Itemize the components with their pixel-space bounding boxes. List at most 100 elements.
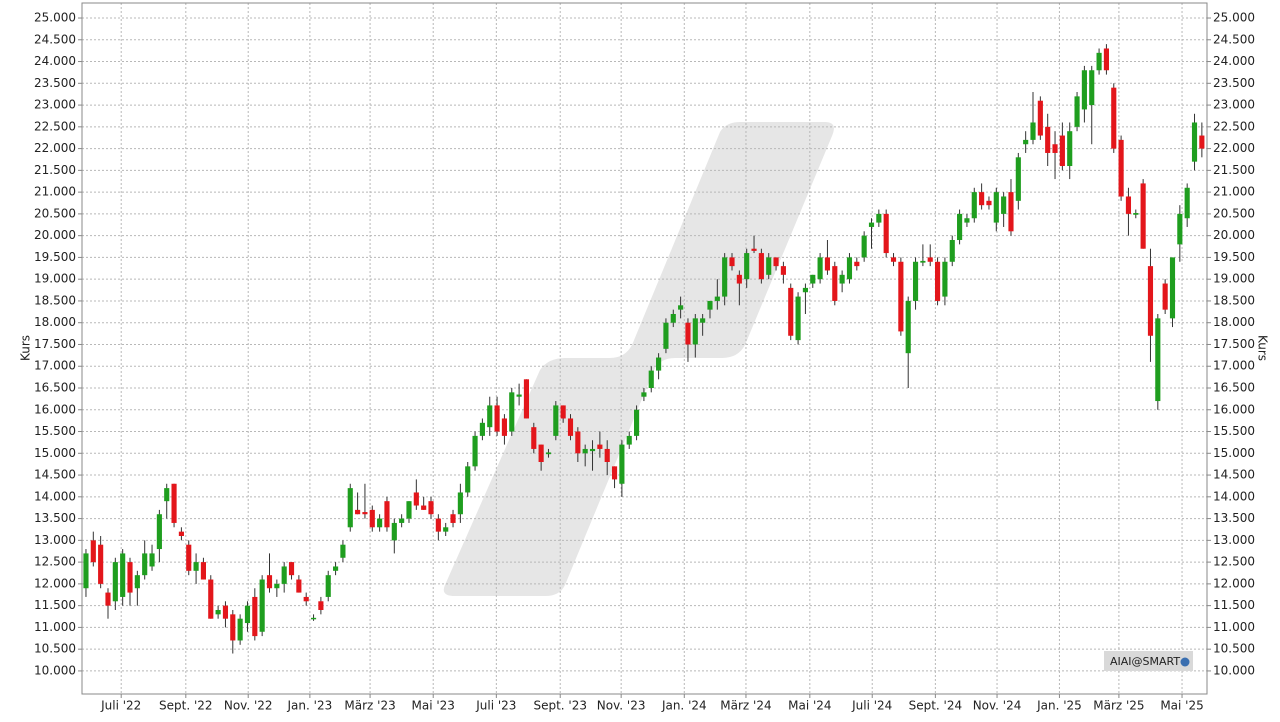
candle-body (435, 518, 441, 532)
candle-body (428, 501, 434, 515)
y-tick-label: 16.500 (34, 381, 76, 395)
candle-body (421, 505, 427, 510)
y2-tick-label: 24.500 (1213, 32, 1255, 46)
candle-body (1191, 122, 1198, 162)
plot-frame (81, 2, 1208, 695)
candle-body (949, 240, 955, 262)
x-tick-label: Jan. '23 (287, 699, 333, 713)
candle-body (83, 553, 89, 589)
candle-body (898, 261, 904, 332)
candle-body (1199, 135, 1205, 149)
candle-body (1177, 213, 1183, 245)
x-tick-label: Sept. '23 (533, 699, 587, 713)
watermark-icon (1180, 657, 1190, 667)
candle-body (1045, 126, 1051, 153)
candle-body (744, 253, 750, 280)
candle-body (942, 261, 948, 297)
y2-tick-label: 18.000 (1213, 315, 1255, 329)
candle-body (413, 492, 419, 506)
candle-body (120, 553, 126, 597)
candle-body (663, 322, 669, 349)
x-tick-label: Juli '23 (475, 699, 516, 713)
candle-body (193, 562, 199, 571)
y2-tick-label: 14.000 (1213, 489, 1255, 503)
candle-body (604, 448, 610, 462)
candle-body (1147, 266, 1154, 336)
candle-body (303, 596, 309, 602)
axes: 10.000 10.000 10.500 10.500 11.000 11.000 11.5… (34, 11, 1255, 713)
candle-body (377, 518, 383, 528)
candle-body (839, 274, 845, 284)
candle-body (582, 448, 588, 454)
candle-body (802, 287, 808, 293)
y2-tick-label: 22.000 (1213, 141, 1255, 155)
candle-body (1125, 196, 1132, 214)
candle-body (333, 566, 339, 571)
candle-body (516, 394, 522, 397)
x-tick-label: Nov. '24 (973, 699, 1022, 713)
candle-body (156, 514, 162, 550)
candle-body (846, 257, 853, 280)
candle-body (531, 427, 537, 449)
candle-body (186, 544, 192, 571)
y-tick-label: 13.500 (34, 511, 76, 525)
candle-body (252, 596, 258, 637)
y2-tick-label: 13.500 (1213, 511, 1255, 525)
candle-body (876, 213, 882, 223)
y-tick-label: 13.000 (34, 533, 76, 547)
y2-tick-label: 12.000 (1213, 576, 1255, 590)
candle-body (479, 422, 485, 436)
candle-body (1059, 135, 1065, 167)
y2-tick-label: 16.500 (1213, 381, 1255, 395)
candle-body (90, 540, 96, 563)
candle-body (707, 300, 713, 310)
candle-body (325, 575, 331, 597)
candle-body (112, 562, 118, 602)
y-tick-label: 15.000 (34, 446, 76, 460)
y-tick-label: 24.000 (34, 54, 76, 68)
candle-body (714, 296, 720, 301)
candle-body (222, 605, 229, 619)
x-tick-label: Sept. '24 (909, 699, 963, 713)
candle-body (890, 257, 897, 262)
y2-tick-label: 25.000 (1213, 11, 1255, 25)
x-tick-label: Nov. '22 (224, 699, 273, 713)
candle-body (545, 452, 552, 455)
candle-body (575, 431, 581, 454)
y2-tick-label: 10.000 (1213, 663, 1255, 677)
y2-tick-label: 21.000 (1213, 185, 1255, 199)
y-axis-title: Kurs (19, 335, 33, 361)
y2-tick-label: 21.500 (1213, 163, 1255, 177)
candle-body (854, 261, 860, 267)
candle-body (971, 192, 977, 219)
candle-body (369, 509, 375, 528)
candle-body (1111, 87, 1117, 149)
candle-body (692, 318, 698, 345)
candle-body (935, 261, 941, 301)
candles (83, 44, 1205, 654)
candle-body (927, 257, 933, 262)
candle-body (810, 274, 816, 284)
candle-body (399, 518, 405, 523)
candle-body (288, 562, 295, 576)
y-tick-label: 12.500 (34, 555, 76, 569)
candle-body (1037, 100, 1043, 136)
y2-tick-label: 13.000 (1213, 533, 1255, 547)
candle-body (538, 444, 544, 462)
candle-body (230, 614, 236, 641)
candle-body (795, 296, 801, 341)
candle-body (494, 405, 500, 432)
candle-body (861, 235, 867, 258)
candle-body (1118, 139, 1124, 197)
candle-body (142, 553, 148, 576)
x-tick-label: Juli '24 (851, 699, 892, 713)
candle-body (347, 488, 353, 528)
candle-body (1030, 122, 1036, 140)
candle-body (883, 213, 889, 254)
y-tick-label: 10.500 (34, 642, 76, 656)
y-tick-label: 21.000 (34, 185, 76, 199)
candle-body (1169, 257, 1176, 319)
y-tick-label: 23.500 (34, 76, 76, 90)
y2-tick-label: 17.000 (1213, 359, 1255, 373)
y-tick-label: 18.500 (34, 293, 76, 307)
